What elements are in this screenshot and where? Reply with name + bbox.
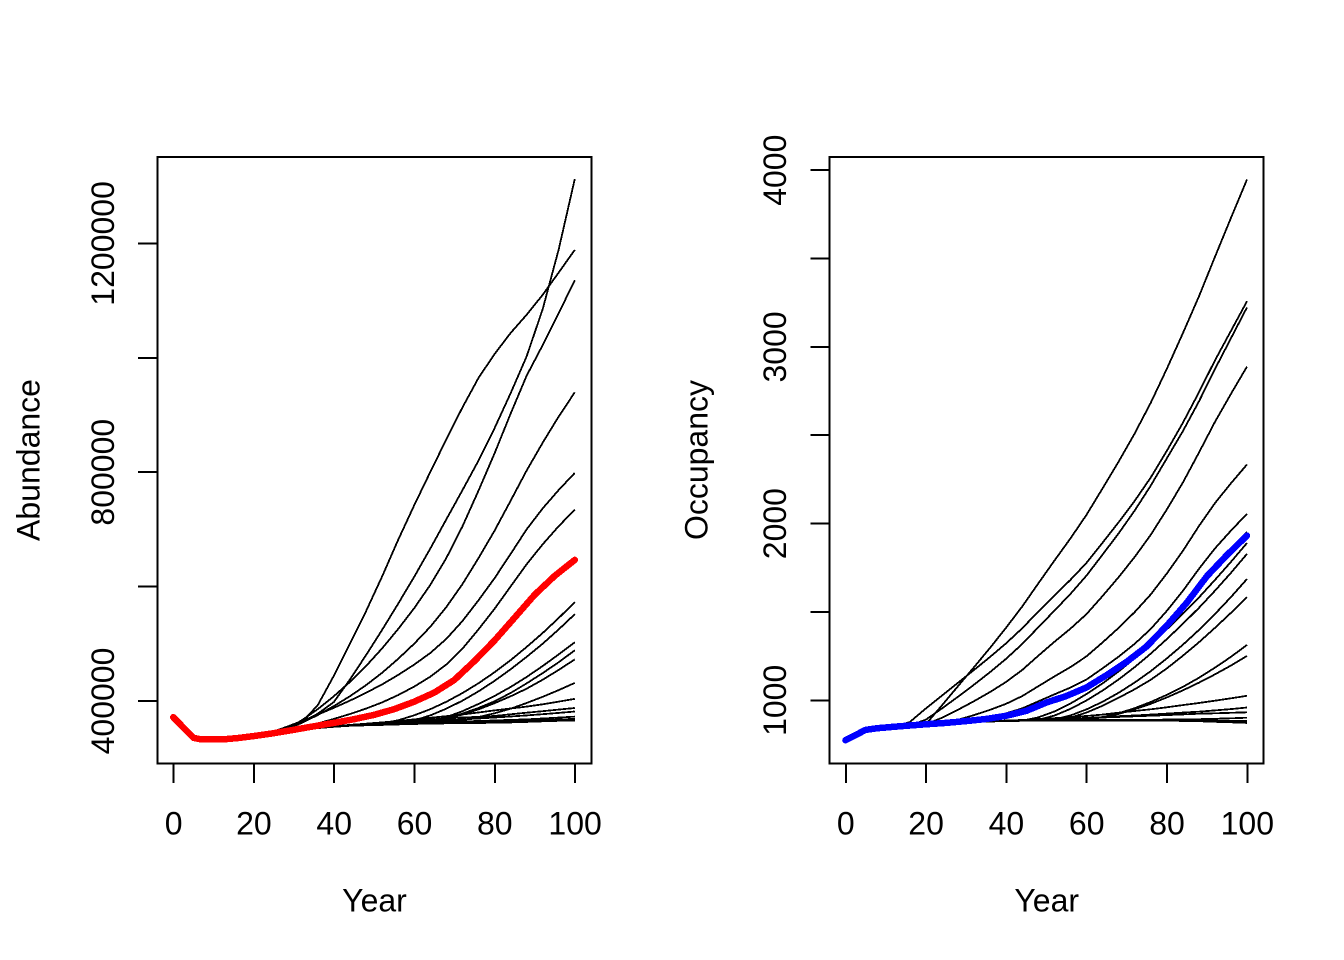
svg-text:Abundance: Abundance <box>11 379 47 541</box>
svg-text:400000: 400000 <box>85 648 121 755</box>
svg-text:100: 100 <box>1221 806 1274 842</box>
svg-text:Year: Year <box>342 883 407 919</box>
svg-text:2000: 2000 <box>757 488 793 559</box>
svg-text:60: 60 <box>1069 806 1105 842</box>
svg-text:60: 60 <box>397 806 433 842</box>
svg-text:4000: 4000 <box>757 135 793 206</box>
svg-text:40: 40 <box>316 806 352 842</box>
svg-text:20: 20 <box>908 806 944 842</box>
svg-text:40: 40 <box>989 806 1025 842</box>
svg-text:800000: 800000 <box>85 419 121 526</box>
svg-text:100: 100 <box>548 806 601 842</box>
svg-text:1200000: 1200000 <box>85 181 121 306</box>
svg-text:20: 20 <box>236 806 272 842</box>
svg-text:80: 80 <box>1149 806 1185 842</box>
svg-text:Year: Year <box>1014 883 1079 919</box>
svg-text:80: 80 <box>477 806 513 842</box>
svg-text:Occupancy: Occupancy <box>679 380 715 540</box>
svg-text:0: 0 <box>165 806 183 842</box>
svg-text:0: 0 <box>837 806 855 842</box>
svg-text:1000: 1000 <box>757 665 793 736</box>
svg-text:3000: 3000 <box>757 311 793 382</box>
